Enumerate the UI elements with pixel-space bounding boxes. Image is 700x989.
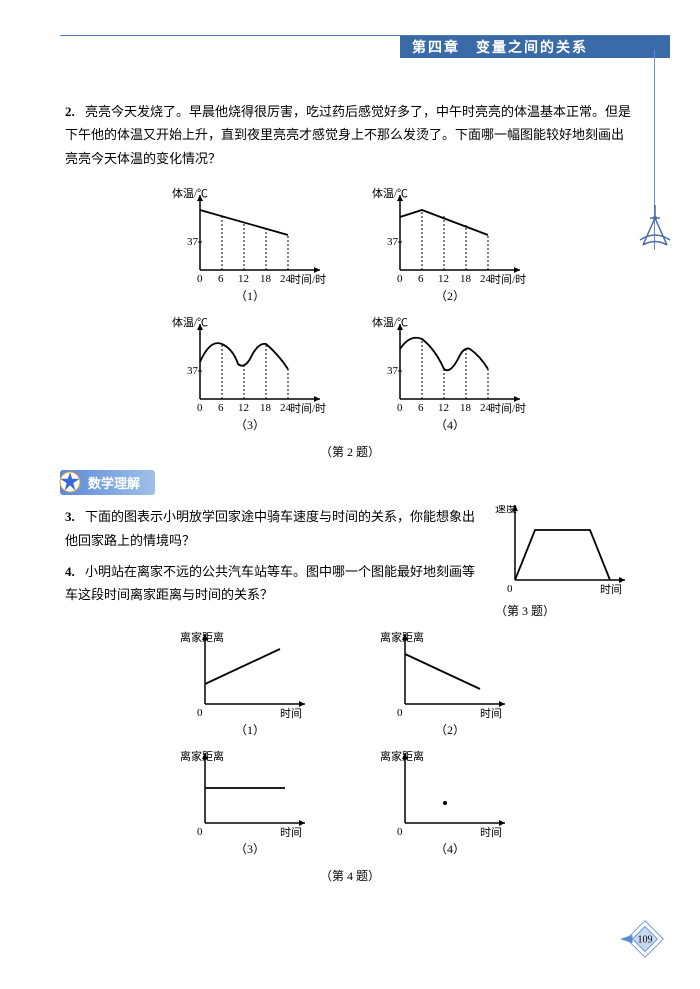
svg-text:0: 0	[197, 826, 203, 838]
svg-text:18: 18	[260, 273, 272, 285]
q3-number: 3.	[65, 505, 85, 528]
svg-text:时间: 时间	[480, 707, 502, 719]
svg-text:24: 24	[480, 402, 492, 414]
svg-text:37: 37	[187, 365, 199, 377]
svg-text:0: 0	[197, 707, 203, 719]
svg-text:0: 0	[507, 583, 513, 595]
q3-text: 下面的图表示小明放学回家途中骑车速度与时间的关系，你能想象出他回家路上的情境吗？	[65, 509, 475, 547]
q2-chart-1: 体温/℃ 时间/时 37 0 6 12 18 24 （1）	[160, 185, 340, 304]
svg-text:0: 0	[397, 273, 403, 285]
svg-text:12: 12	[438, 273, 449, 285]
q2-chart-1-label: （1）	[160, 287, 340, 304]
xlabel: 时间/时	[290, 273, 326, 285]
svg-text:离家距离: 离家距离	[380, 749, 424, 763]
svg-text:0: 0	[397, 826, 403, 838]
q4-chart-4-label: （4）	[360, 840, 540, 857]
ylabel: 体温/℃	[172, 186, 208, 200]
q4-text: 小明站在离家不远的公共汽车站等车。图中哪一个图能最好地刻画等车这段时间离家距离与…	[65, 564, 475, 602]
q4-chart-1-label: （1）	[160, 721, 340, 738]
svg-text:体温/℃: 体温/℃	[172, 315, 208, 329]
svg-text:体温/℃: 体温/℃	[372, 315, 408, 329]
svg-text:0: 0	[197, 402, 203, 414]
svg-text:时间: 时间	[280, 826, 302, 838]
svg-text:37: 37	[387, 236, 399, 248]
svg-text:6: 6	[218, 402, 224, 414]
q2-chart-2-label: （2）	[360, 287, 540, 304]
svg-text:37: 37	[187, 236, 199, 248]
chapter-banner: 第四章 变量之间的关系	[400, 36, 670, 58]
svg-text:24: 24	[280, 402, 292, 414]
svg-text:0: 0	[397, 707, 403, 719]
star-icon	[55, 467, 85, 497]
svg-text:6: 6	[418, 402, 424, 414]
svg-text:12: 12	[238, 273, 249, 285]
svg-text:18: 18	[460, 402, 472, 414]
svg-text:时间/时: 时间/时	[290, 402, 326, 414]
page-number-badge: 109	[620, 914, 670, 964]
svg-text:6: 6	[218, 273, 224, 285]
q2-caption: （第 2 题）	[65, 443, 635, 460]
svg-text:12: 12	[238, 402, 249, 414]
q2-chart-3: 体温/℃ 时间/时 37 0 6 12 18 24 （3）	[160, 314, 340, 433]
compass-icon	[635, 200, 675, 250]
q4-chart-2: 离家距离时间 0 （2）	[360, 629, 540, 738]
q4-chart-1: 离家距离时间 0 （1）	[160, 629, 340, 738]
q4-caption: （第 4 题）	[65, 867, 635, 884]
q2-text: 亮亮今天发烧了。早晨他烧得很厉害，吃过药后感觉好多了，中午时亮亮的体温基本正常。…	[65, 104, 631, 166]
svg-text:时间/时: 时间/时	[490, 273, 526, 285]
svg-text:时间: 时间	[280, 707, 302, 719]
svg-text:18: 18	[260, 402, 272, 414]
svg-text:离家距离: 离家距离	[180, 749, 224, 763]
svg-text:24: 24	[280, 273, 292, 285]
q2-number: 2.	[65, 100, 85, 123]
svg-text:24: 24	[480, 273, 492, 285]
svg-text:离家距离: 离家距离	[180, 630, 224, 644]
svg-text:时间: 时间	[600, 583, 622, 596]
svg-text:18: 18	[460, 273, 472, 285]
page-content: 2.亮亮今天发烧了。早晨他烧得很厉害，吃过药后感觉好多了，中午时亮亮的体温基本正…	[65, 100, 635, 894]
svg-text:速度: 速度	[495, 505, 517, 515]
svg-text:12: 12	[438, 402, 449, 414]
section-badge: 数学理解	[60, 470, 635, 495]
page-number: 109	[638, 934, 653, 945]
svg-text:离家距离: 离家距离	[380, 630, 424, 644]
svg-text:体温/℃: 体温/℃	[372, 186, 408, 200]
q4-chart-3: 离家距离时间 0 （3）	[160, 748, 340, 857]
svg-text:时间: 时间	[480, 826, 502, 838]
q2-chart-4-label: （4）	[360, 416, 540, 433]
svg-text:时间/时: 时间/时	[490, 402, 526, 414]
q2-chart-4: 体温/℃ 时间/时 37 0 6 12 18 24 （4）	[360, 314, 540, 433]
svg-text:0: 0	[197, 273, 203, 285]
q4-chart-2-label: （2）	[360, 721, 540, 738]
q4-chart-4: 离家距离时间 0 （4）	[360, 748, 540, 857]
q3-chart: 速度时间 0 （第 3 题）	[495, 505, 635, 619]
q2-charts: 体温/℃ 时间/时 37 0 6 12 18 24 （1） 体温/℃ 时间/时 37 0 6…	[65, 180, 635, 438]
svg-text:0: 0	[397, 402, 403, 414]
q4-charts: 离家距离时间0 （1） 离家距离时间0 （2） 离家距离时间0	[65, 624, 635, 862]
q4-chart-3-label: （3）	[160, 840, 340, 857]
q2-chart-2: 体温/℃ 时间/时 37 0 6 12 18 24 （2）	[360, 185, 540, 304]
svg-text:6: 6	[418, 273, 424, 285]
q2-chart-3-label: （3）	[160, 416, 340, 433]
svg-text:37: 37	[387, 365, 399, 377]
q4-number: 4.	[65, 560, 85, 583]
question-2: 2.亮亮今天发烧了。早晨他烧得很厉害，吃过药后感觉好多了，中午时亮亮的体温基本正…	[65, 100, 635, 170]
q3-caption: （第 3 题）	[495, 602, 635, 619]
chapter-title: 第四章 变量之间的关系	[412, 37, 588, 57]
